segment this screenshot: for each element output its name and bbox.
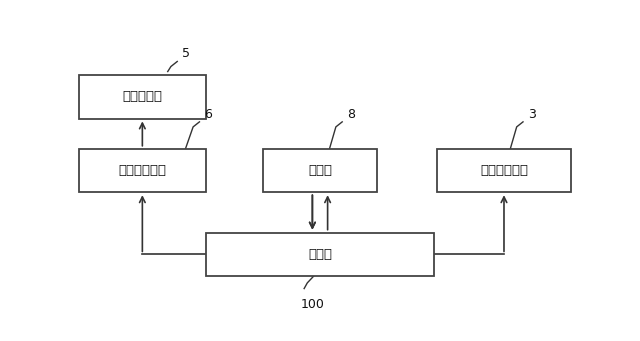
Text: カメラ: カメラ xyxy=(308,164,332,177)
Text: サーボモータ: サーボモータ xyxy=(118,164,166,177)
Text: 5: 5 xyxy=(182,47,190,60)
Text: 8: 8 xyxy=(348,108,355,121)
Bar xyxy=(263,149,377,192)
Bar xyxy=(206,233,434,276)
Text: 制御部: 制御部 xyxy=(308,248,332,261)
Text: 100: 100 xyxy=(301,298,325,311)
Text: シャッター: シャッター xyxy=(122,90,163,103)
Text: 6: 6 xyxy=(205,108,212,121)
Bar xyxy=(79,75,206,119)
Text: 3: 3 xyxy=(528,108,536,121)
Bar xyxy=(79,149,206,192)
Bar xyxy=(437,149,571,192)
Text: レーザマーカ: レーザマーカ xyxy=(480,164,528,177)
